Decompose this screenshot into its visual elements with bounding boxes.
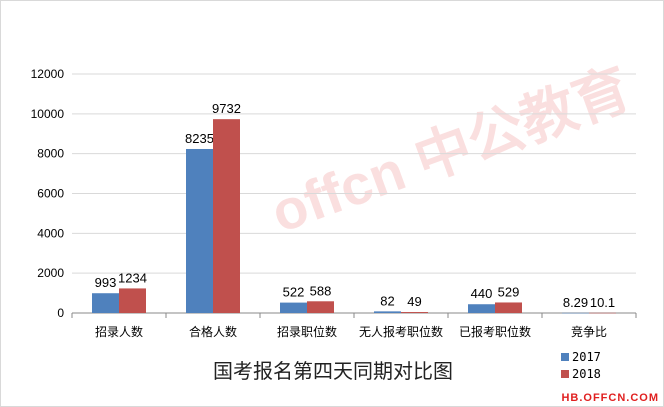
y-tick-label: 4000 — [37, 226, 64, 240]
x-category-label: 已报考职位数 — [459, 324, 531, 339]
x-category-label: 竞争比 — [571, 325, 607, 339]
data-label: 529 — [498, 284, 520, 299]
bar-2018 — [589, 312, 616, 314]
data-label: 9732 — [212, 101, 241, 116]
y-tick-label: 2000 — [37, 266, 64, 280]
data-label: 82 — [380, 293, 394, 308]
legend: 2017 2018 — [561, 348, 601, 382]
data-label: 8.29 — [563, 295, 588, 310]
chart-title: 国考报名第四天同期对比图 — [213, 359, 453, 383]
data-label: 49 — [407, 294, 421, 309]
legend-swatch — [561, 352, 569, 361]
bar-2017 — [374, 311, 401, 313]
legend-item-2017: 2017 — [561, 348, 601, 365]
x-category-label: 无人报考职位数 — [359, 324, 443, 339]
x-category-label: 招录人数 — [95, 324, 143, 339]
x-category-label: 招录职位数 — [277, 324, 337, 339]
y-tick-label: 0 — [57, 306, 64, 320]
data-label: 8235 — [185, 131, 214, 146]
data-label: 993 — [95, 275, 117, 290]
bar-2018 — [307, 301, 334, 313]
bar-2018 — [401, 312, 428, 313]
legend-item-2018: 2018 — [561, 365, 601, 382]
y-tick-label: 12000 — [31, 67, 65, 81]
bar-2017 — [92, 293, 119, 313]
y-tick-label: 6000 — [37, 187, 64, 201]
bar-2018 — [495, 302, 522, 313]
data-label: 440 — [471, 286, 493, 301]
data-label: 522 — [283, 285, 305, 300]
bar-2017 — [562, 312, 589, 314]
bar-2018 — [213, 119, 240, 314]
y-tick-label: 8000 — [37, 147, 64, 161]
data-label: 1234 — [118, 270, 147, 285]
y-tick-label: 10000 — [31, 107, 65, 121]
site-url: HB.OFFCN.COM — [561, 392, 659, 404]
bar-2017 — [468, 304, 495, 313]
x-category-label: 合格人数 — [189, 324, 237, 339]
legend-label: 2018 — [572, 366, 601, 381]
bar-2018 — [119, 288, 146, 313]
data-label: 588 — [310, 283, 332, 298]
bar-2017 — [280, 302, 307, 313]
legend-label: 2017 — [572, 349, 601, 364]
legend-swatch — [561, 369, 569, 378]
bar-2017 — [186, 148, 213, 313]
data-label: 10.1 — [590, 295, 615, 310]
